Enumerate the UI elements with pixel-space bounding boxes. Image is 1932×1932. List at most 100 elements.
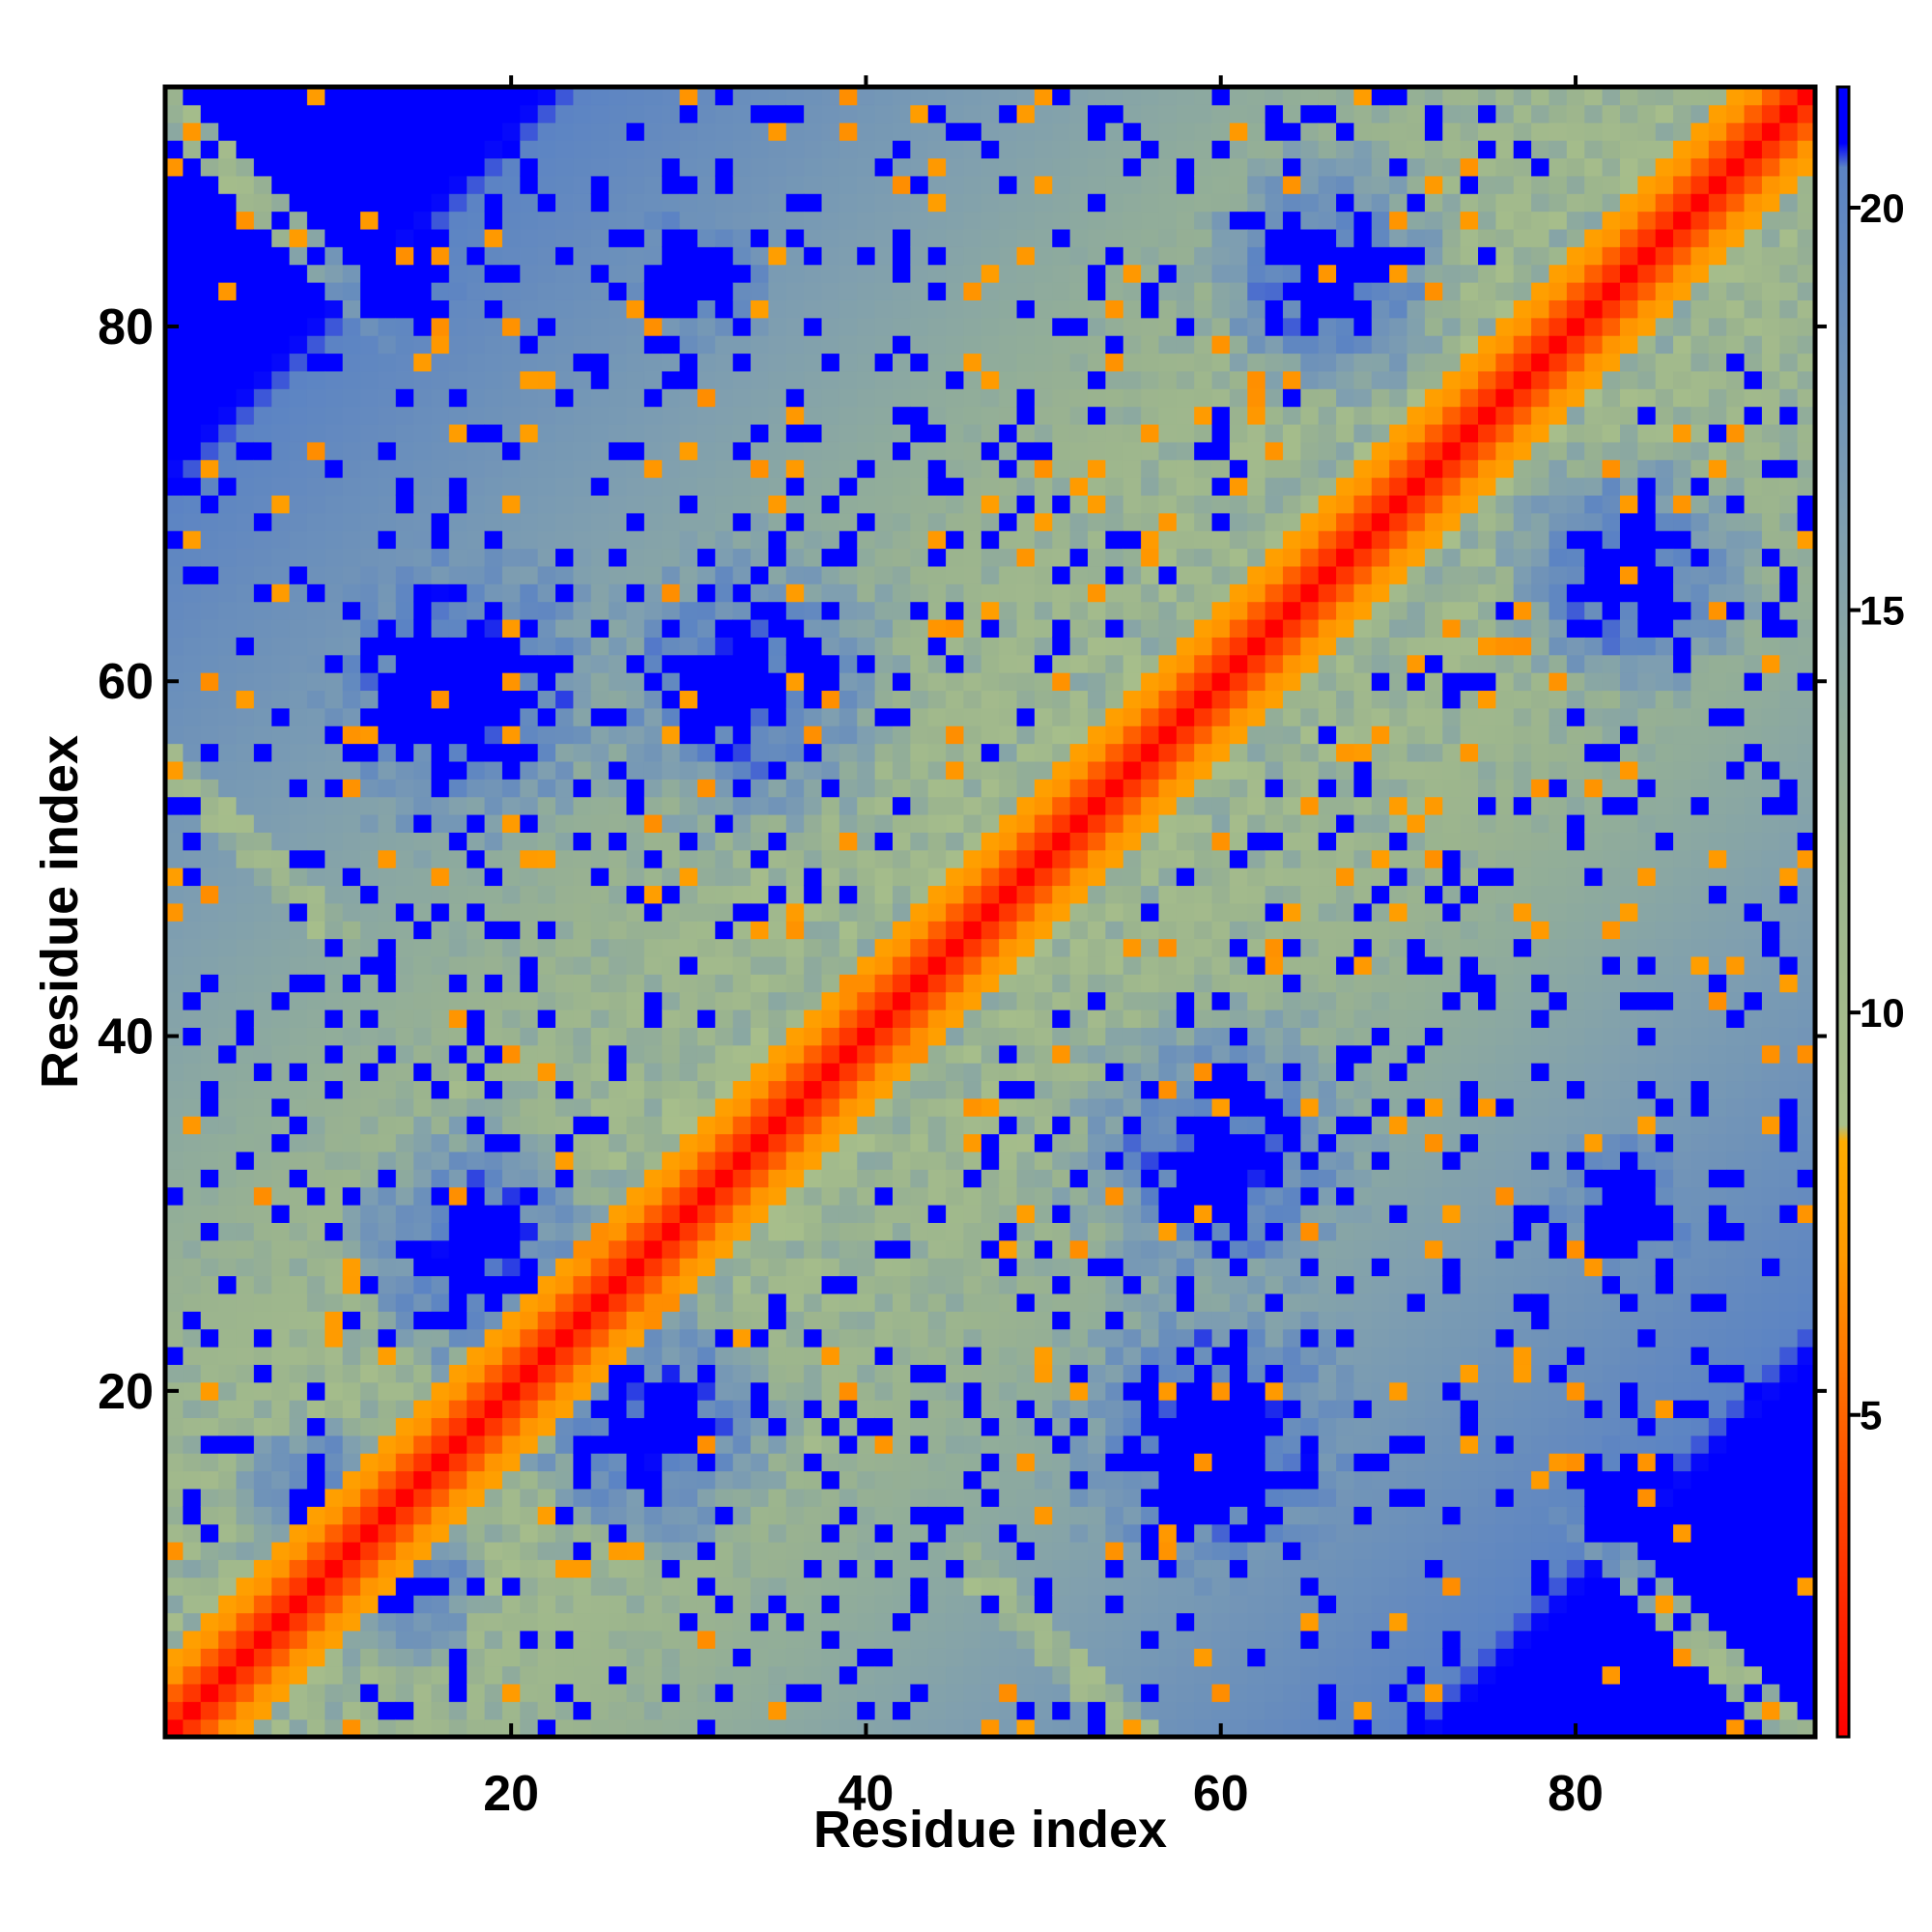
heatmap-cell [1052,512,1071,531]
heatmap-cell [785,974,805,993]
heatmap-cell [1088,743,1106,762]
heatmap-cell [325,1523,344,1543]
heatmap-cell [892,370,911,389]
heatmap-cell [715,1009,734,1028]
heatmap-cell [306,654,326,673]
heatmap-cell [821,388,840,408]
heatmap-cell [751,353,770,372]
heatmap-cell [306,1205,326,1223]
heatmap-cell [537,299,556,319]
heatmap-cell [626,1506,645,1525]
heatmap-cell [501,193,521,213]
heatmap-cell [590,1559,610,1578]
heatmap-cell [289,955,308,975]
heatmap-cell [1016,1258,1036,1277]
heatmap-cell [892,707,911,726]
heatmap-cell [1052,1648,1071,1667]
heatmap-cell [910,1435,929,1454]
heatmap-cell [732,1186,752,1206]
heatmap-cell [679,813,698,833]
heatmap-cell [838,1381,858,1401]
heatmap-cell [751,974,770,993]
heatmap-cell [999,122,1018,141]
heatmap-cell [785,583,805,603]
heatmap-cell [874,1275,894,1294]
heatmap-cell [413,1630,433,1649]
heatmap-cell [342,1222,361,1241]
heatmap-cell [785,370,805,389]
heatmap-cell [306,1222,326,1241]
heatmap-cell [927,1417,947,1436]
heatmap-cell [590,921,610,940]
heatmap-cell [715,955,734,975]
heatmap-cell [467,1506,486,1525]
heatmap-cell [1088,637,1106,656]
heatmap-cell [821,548,840,567]
heatmap-cell [696,512,716,531]
heatmap-cell [679,1577,698,1596]
heatmap-cell [768,1097,787,1117]
heatmap-cell [927,477,947,497]
heatmap-cell [448,1381,468,1401]
heatmap-cell [395,779,414,798]
heatmap-cell [537,1151,556,1170]
heatmap-cell [467,902,486,922]
heatmap-cell [696,849,716,868]
heatmap-cell [1069,1186,1089,1206]
heatmap-cell [910,140,929,159]
heatmap-cell [325,1701,344,1720]
heatmap-cell [165,1488,184,1507]
heatmap-cell [271,1453,291,1472]
heatmap-cell [821,583,840,603]
heatmap-cell [910,530,929,550]
heatmap-cell [662,1044,681,1064]
heatmap-cell [609,1630,628,1649]
heatmap-cell [378,140,397,159]
heatmap-cell [1052,565,1071,584]
heatmap-cell [963,1258,982,1277]
heatmap-cell [218,441,238,461]
heatmap-cell [236,1506,255,1525]
heatmap-cell [1069,122,1089,141]
heatmap-cell [980,1381,1000,1401]
heatmap-cell [857,955,876,975]
heatmap-cell [431,618,450,638]
heatmap-cell [732,1523,752,1543]
heatmap-cell [378,406,397,425]
heatmap-cell [857,849,876,868]
heatmap-cell [360,495,379,514]
heatmap-cell [467,1665,486,1685]
heatmap-cell [1034,264,1053,283]
heatmap-cell [785,1133,805,1152]
heatmap-cell [1088,299,1106,319]
heatmap-cell [1069,1063,1089,1082]
heatmap-cell [271,1364,291,1383]
heatmap-cell [555,867,575,887]
heatmap-cell [200,1275,219,1294]
heatmap-cell [821,1186,840,1206]
heatmap-cell [360,441,379,461]
heatmap-cell [218,1665,238,1685]
heatmap-cell [679,441,698,461]
heatmap-cell [696,796,716,815]
heatmap-cell [555,246,575,266]
heatmap-cell [1105,654,1124,673]
heatmap-cell [696,921,716,940]
heatmap-cell [325,974,344,993]
heatmap-cell [590,583,610,603]
heatmap-cell [395,122,414,141]
heatmap-cell [732,1541,752,1560]
heatmap-cell [448,832,468,851]
heatmap-cell [537,813,556,833]
heatmap-cell [804,1169,823,1188]
heatmap-cell [218,760,238,780]
heatmap-cell [520,796,539,815]
heatmap-cell [342,1311,361,1330]
heatmap-cell [1069,1293,1089,1312]
heatmap-cell [946,779,965,798]
heatmap-cell [892,1435,911,1454]
heatmap-cell [289,122,308,141]
heatmap-cell [715,441,734,461]
heatmap-cell [679,175,698,194]
heatmap-cell [662,1169,681,1188]
